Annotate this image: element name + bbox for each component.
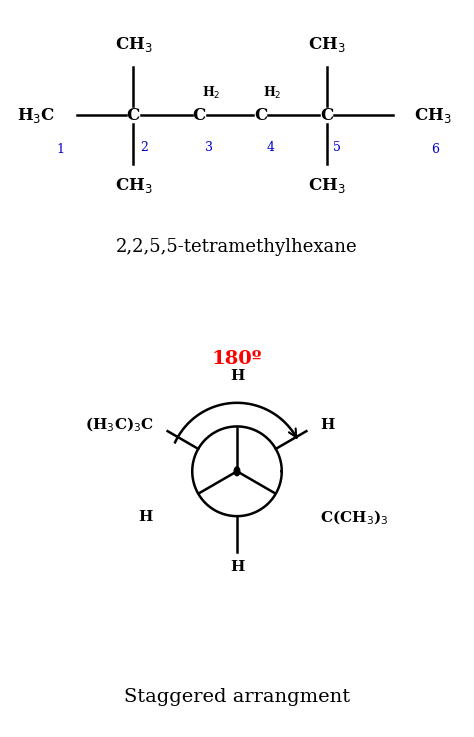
Text: H: H (230, 560, 244, 574)
Text: CH$_3$: CH$_3$ (308, 176, 346, 195)
Text: 5: 5 (333, 141, 341, 154)
Text: H$_3$C: H$_3$C (18, 105, 55, 125)
Text: C: C (192, 107, 206, 124)
Text: H: H (138, 511, 153, 525)
Text: 1: 1 (56, 143, 64, 156)
Circle shape (234, 467, 240, 475)
Text: 6: 6 (431, 143, 439, 156)
Text: CH$_3$: CH$_3$ (308, 35, 346, 55)
Text: 4: 4 (266, 141, 274, 154)
Text: C: C (127, 107, 140, 124)
Text: CH$_3$: CH$_3$ (115, 35, 152, 55)
Text: H: H (230, 368, 244, 383)
Text: H$_2$: H$_2$ (263, 85, 282, 100)
Text: CH$_3$: CH$_3$ (115, 176, 152, 195)
Text: C: C (320, 107, 333, 124)
Text: 180º: 180º (212, 349, 262, 368)
Text: Staggered arrangment: Staggered arrangment (124, 688, 350, 707)
Text: (H$_3$C)$_3$C: (H$_3$C)$_3$C (85, 416, 154, 434)
Text: 2,2,5,5-tetramethylhexane: 2,2,5,5-tetramethylhexane (116, 238, 358, 256)
Text: CH$_3$: CH$_3$ (414, 105, 451, 125)
Text: H$_2$: H$_2$ (201, 85, 220, 100)
Text: H: H (320, 418, 335, 432)
Text: 3: 3 (205, 141, 213, 154)
Text: C(CH$_3$)$_3$: C(CH$_3$)$_3$ (320, 509, 389, 527)
Text: C: C (254, 107, 267, 124)
Text: 2: 2 (140, 141, 148, 154)
